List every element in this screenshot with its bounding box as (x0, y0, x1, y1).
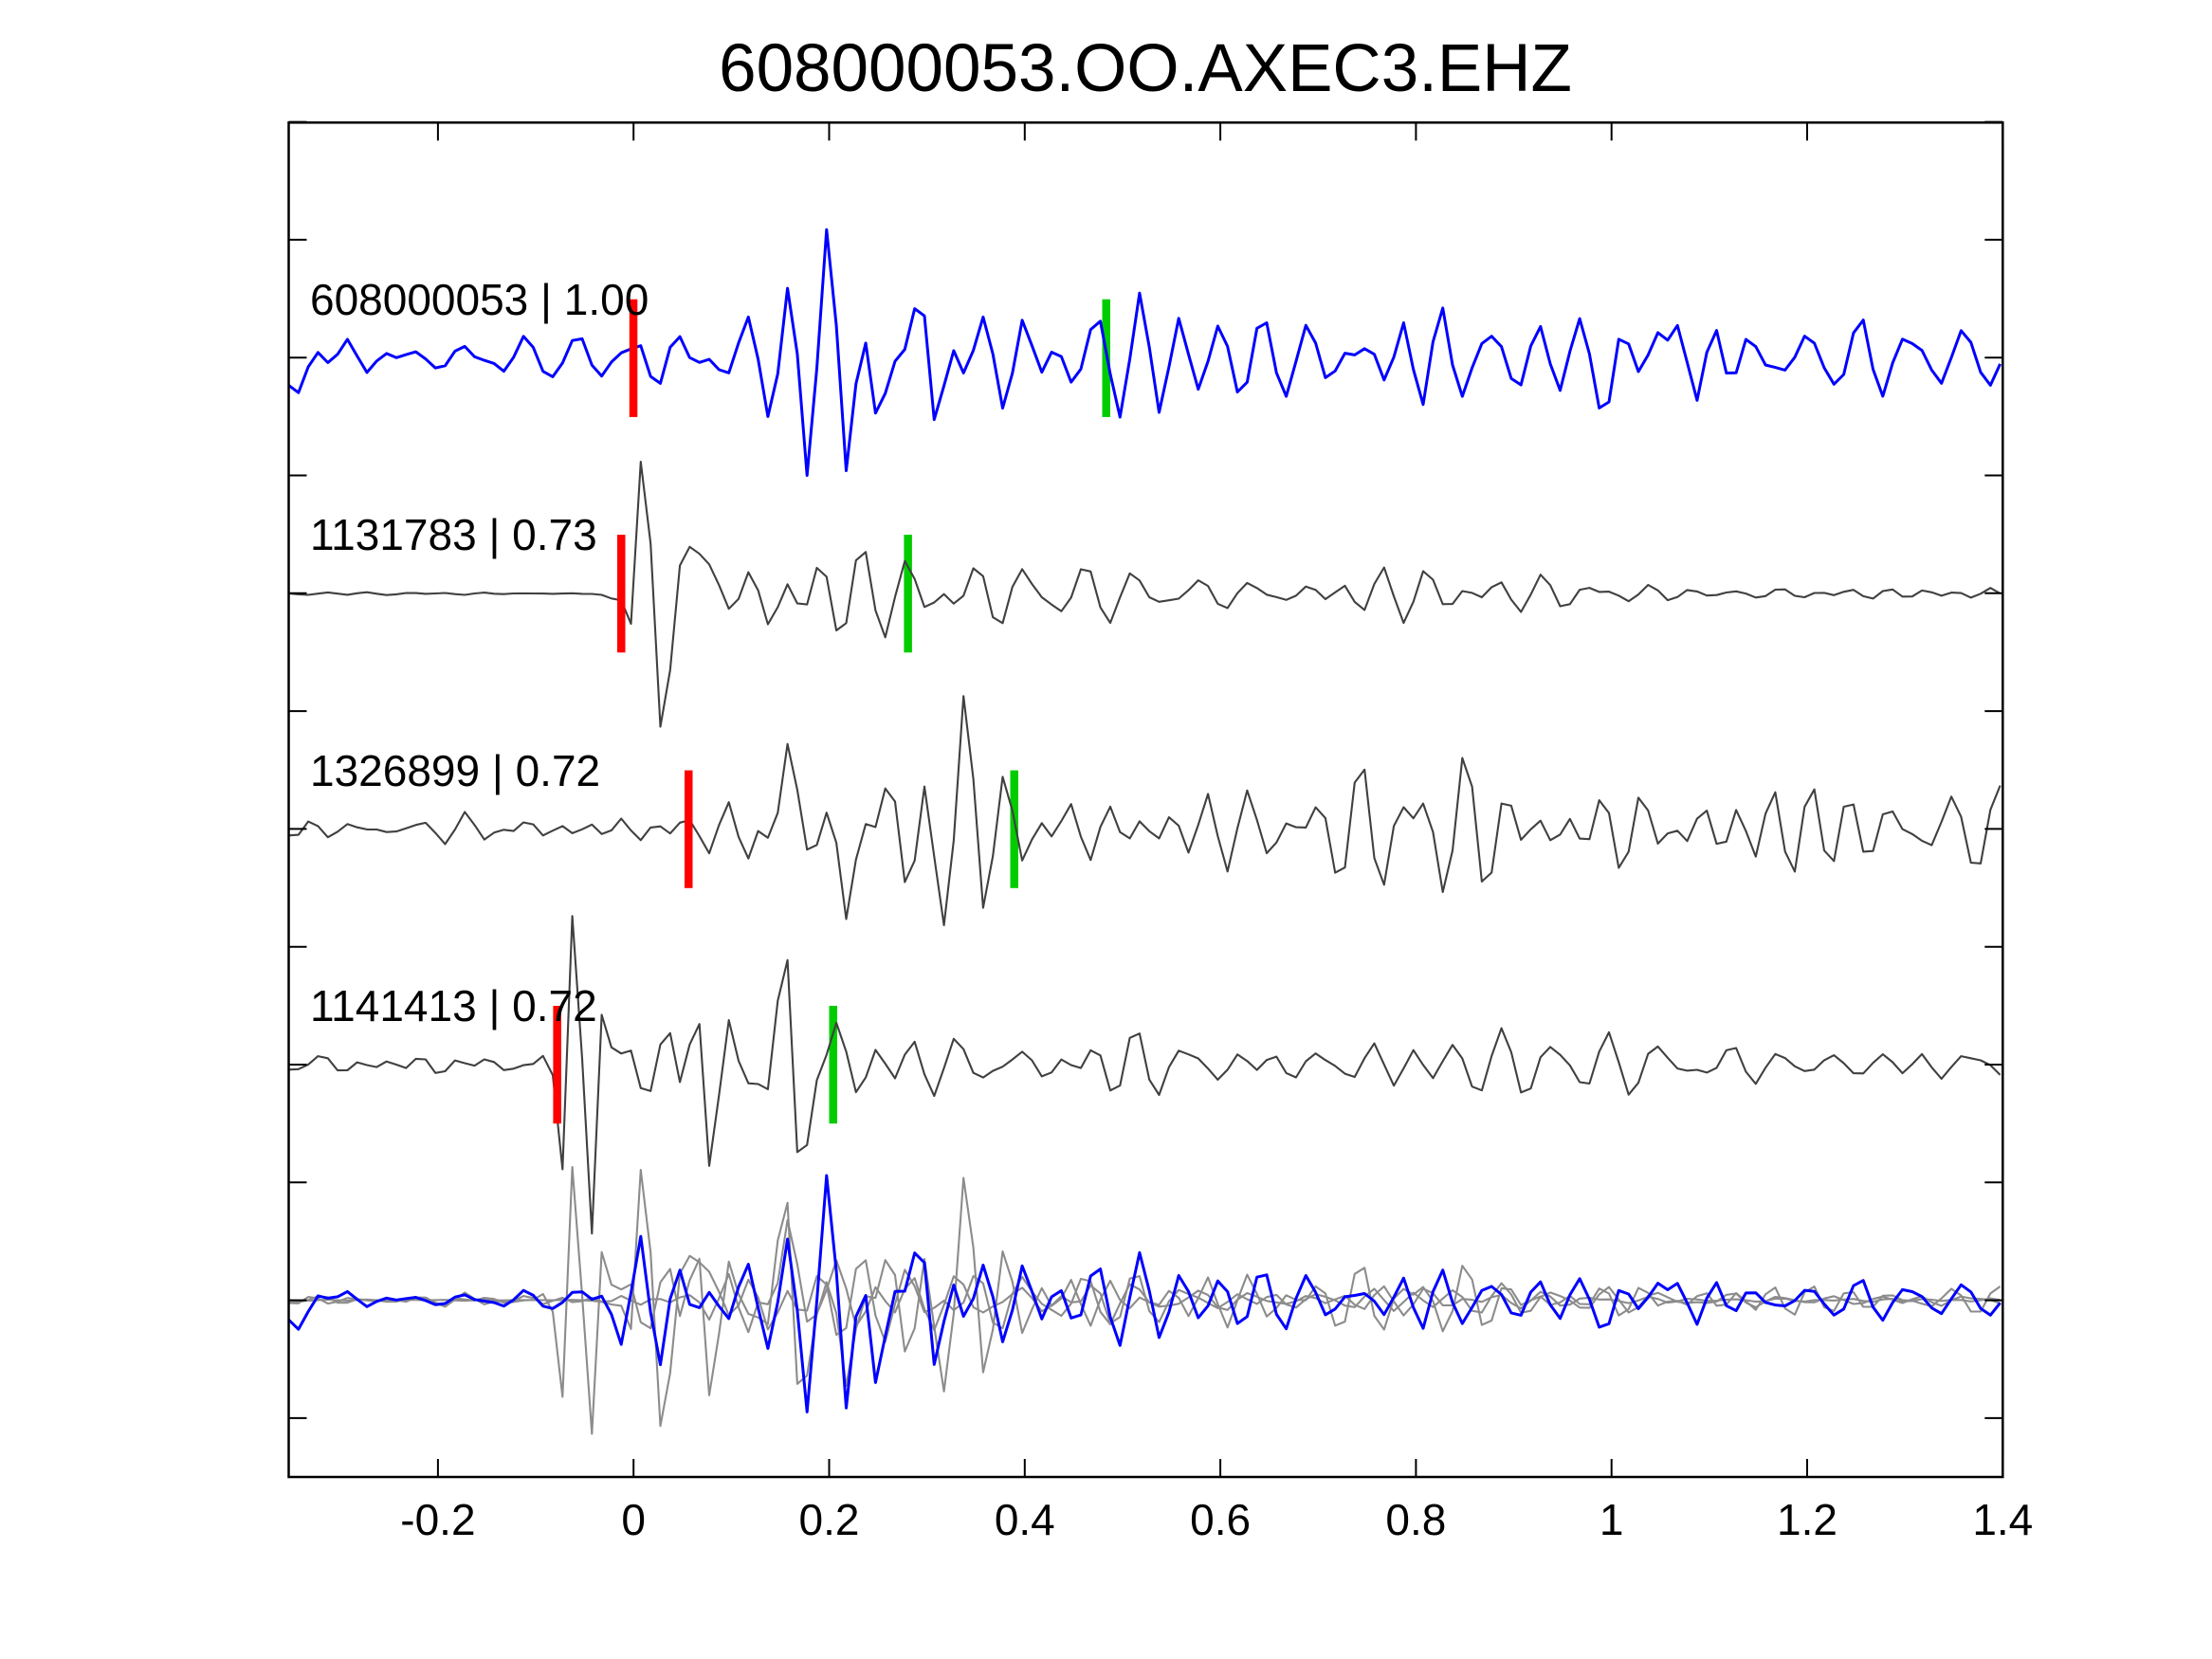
svg-text:1.2: 1.2 (1777, 1495, 1837, 1544)
svg-text:0.8: 0.8 (1385, 1495, 1446, 1544)
svg-text:1326899 | 0.72: 1326899 | 0.72 (310, 746, 600, 795)
svg-text:0: 0 (621, 1495, 646, 1544)
svg-text:1141413 | 0.72: 1141413 | 0.72 (310, 981, 597, 1030)
svg-text:608000053.OO.AXEC3.EHZ: 608000053.OO.AXEC3.EHZ (719, 31, 1572, 106)
svg-text:1.4: 1.4 (1972, 1495, 2033, 1544)
svg-text:0.6: 0.6 (1190, 1495, 1251, 1544)
svg-text:0.4: 0.4 (995, 1495, 1055, 1544)
svg-text:0.2: 0.2 (799, 1495, 860, 1544)
svg-text:1131783 | 0.73: 1131783 | 0.73 (310, 510, 597, 559)
svg-text:608000053 | 1.00: 608000053 | 1.00 (310, 275, 649, 324)
svg-text:-0.2: -0.2 (400, 1495, 475, 1544)
svg-text:1: 1 (1600, 1495, 1624, 1544)
